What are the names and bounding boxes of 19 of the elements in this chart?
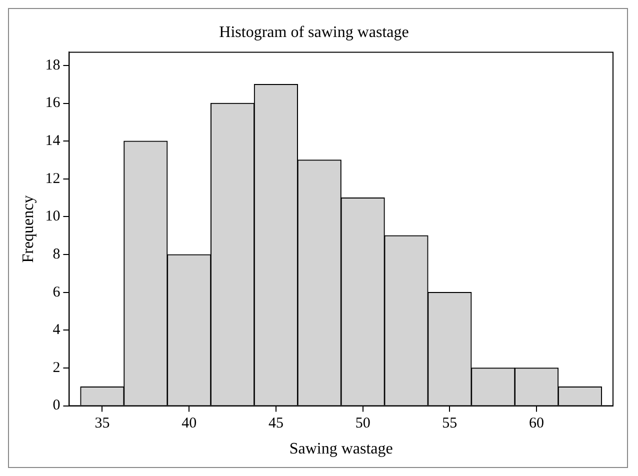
x-tick-label: 50 xyxy=(355,416,370,432)
x-tick-label: 35 xyxy=(94,416,110,432)
x-tick-label: 55 xyxy=(442,416,458,432)
y-tick-label: 8 xyxy=(52,246,60,262)
x-tick-label: 45 xyxy=(268,416,284,432)
y-tick-label: 14 xyxy=(45,133,61,150)
y-tick-label: 4 xyxy=(52,322,61,338)
y-tick-label: 0 xyxy=(52,398,60,414)
x-axis-title: Sawing wastage xyxy=(289,440,393,458)
y-axis-title: Frequency xyxy=(20,195,37,263)
y-tick-label: 2 xyxy=(52,360,60,376)
y-tick-label: 6 xyxy=(52,284,61,300)
y-tick-label: 18 xyxy=(45,57,60,74)
x-tick-label: 40 xyxy=(182,416,197,432)
y-tick-label: 10 xyxy=(45,208,60,225)
y-tick-label: 12 xyxy=(45,170,60,187)
chart-title: Histogram of sawing wastage xyxy=(219,24,409,41)
x-tick-label: 60 xyxy=(529,416,544,432)
y-tick-label: 16 xyxy=(45,95,61,112)
